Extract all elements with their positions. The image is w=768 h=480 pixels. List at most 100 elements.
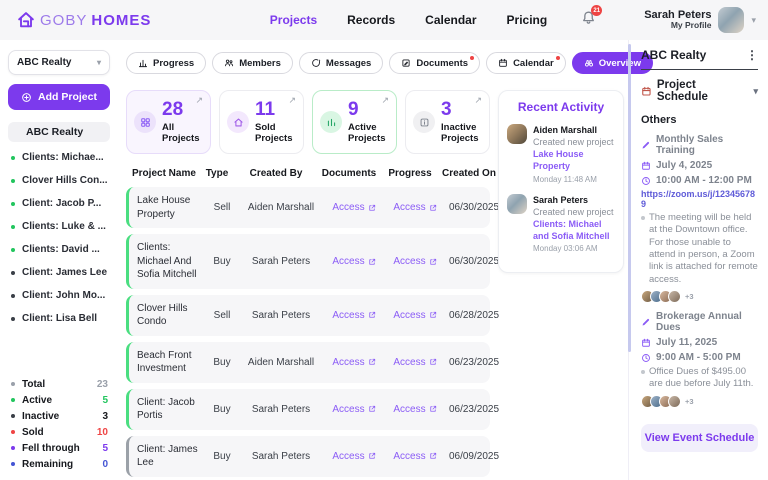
org-select-dropdown[interactable]: ABC Realty ▾ [8, 50, 110, 75]
cell-created-on: 06/30/2025 [448, 202, 500, 214]
event-description-row: Office Dues of $495.00 are due before Ju… [641, 366, 758, 391]
event-zoom-link[interactable]: https://zoom.us/j/123456789 [641, 189, 756, 209]
sidebar-item-lisa-bell[interactable]: Client: Lisa Bell [8, 307, 110, 330]
note-dot-icon [641, 216, 645, 220]
calendar-icon [642, 338, 650, 347]
recent-activity-title: Recent Activity [517, 100, 605, 114]
sidebar-group-header[interactable]: ABC Realty [8, 122, 110, 142]
documents-access-link[interactable]: Access [332, 202, 375, 213]
add-project-button[interactable]: Add Project [8, 84, 110, 110]
progress-access-link[interactable]: Access [393, 357, 436, 368]
table-row[interactable]: Beach Front Investment Buy Aiden Marshal… [126, 341, 499, 383]
activity-time: Monday 11:48 AM [533, 174, 597, 184]
tab-calendar[interactable]: Calendar [486, 52, 566, 74]
summary-label: Active [22, 394, 53, 406]
sidebar-item-james-lee[interactable]: Client: James Lee [8, 261, 110, 284]
table-row[interactable]: Clover Hills Condo Sell Sarah Peters Acc… [126, 294, 499, 336]
status-dot [11, 247, 15, 252]
pencil-icon [642, 141, 650, 149]
cell-created-on: 06/23/2025 [448, 403, 500, 415]
documents-access-link[interactable]: Access [332, 310, 375, 321]
documents-access-link[interactable]: Access [332, 404, 375, 415]
table-row[interactable]: Lake House Property Sell Aiden Marshall … [126, 187, 499, 229]
chevron-down-icon: ▾ [753, 85, 758, 96]
pencil-icon [642, 318, 650, 326]
activity-user: Sarah Peters [533, 194, 589, 205]
tab-progress[interactable]: Progress [126, 52, 207, 74]
col-created-by: Created By [249, 167, 303, 179]
sidebar-item-david[interactable]: Clients: David ... [8, 238, 110, 261]
project-schedule-toggle[interactable]: Project Schedule ▾ [641, 79, 758, 103]
user-menu[interactable]: Sarah Peters My Profile ▾ [644, 7, 756, 33]
activity-target-link[interactable]: Clients: Michael and Sofia Mitchell [533, 218, 610, 241]
stat-value: 3 [441, 99, 452, 120]
cell-created-on: 06/23/2025 [448, 356, 500, 368]
recent-activity-panel: Recent Activity Aiden Marshall Created n… [498, 90, 624, 274]
notification-badge: 21 [591, 5, 603, 16]
user-chevron-down-icon[interactable]: ▾ [751, 14, 756, 25]
user-avatar[interactable] [718, 7, 745, 33]
avatar [507, 193, 527, 214]
progress-access-link[interactable]: Access [393, 202, 436, 213]
stat-card-sold-projects[interactable]: 11 Sold Projects ↗ [219, 90, 304, 154]
sidebar-item-luke[interactable]: Clients: Luke & ... [8, 215, 110, 238]
progress-access-link[interactable]: Access [393, 404, 436, 415]
stat-card-all-projects[interactable]: 28 All Projects ↗ [126, 90, 211, 154]
legend-dot [11, 382, 15, 386]
right-sidebar: ABC Realty ⋮ Project Schedule ▾ Others M… [628, 40, 768, 480]
access-label: Access [393, 403, 426, 415]
event-members[interactable]: +3 [641, 290, 758, 304]
stat-card-active-projects[interactable]: 9 Active Projects ↗ [312, 90, 397, 154]
sidebar-item-label: Clients: Michae... [22, 152, 104, 163]
activity-target-link[interactable]: Lake House Property [533, 149, 584, 172]
cell-project-name: Client: James Lee [137, 443, 198, 469]
sidebar-item-jacob-portis[interactable]: Client: Jacob P... [8, 192, 110, 215]
event-time: 9:00 AM - 5:00 PM [656, 352, 741, 364]
more-members-count: +3 [685, 396, 694, 406]
sidebar-org-header: ABC Realty ⋮ [641, 48, 758, 70]
progress-access-link[interactable]: Access [393, 256, 436, 267]
summary-active: Active 5 [8, 392, 110, 408]
table-row[interactable]: Client: James Lee Buy Sarah Peters Acces… [126, 435, 499, 477]
documents-access-link[interactable]: Access [332, 451, 375, 462]
event-members[interactable]: +3 [641, 394, 758, 408]
legend-dot [11, 446, 15, 450]
tab-members[interactable]: Members [212, 52, 293, 74]
tab-overview[interactable]: Overview [571, 52, 653, 74]
nav-projects[interactable]: Projects [269, 13, 318, 27]
avatar [507, 124, 527, 144]
top-header: GOBY HOMES Projects Records Calendar Pric… [0, 0, 768, 40]
tab-label: Members [239, 57, 281, 69]
kebab-menu-icon[interactable]: ⋮ [746, 48, 758, 62]
view-event-schedule-button[interactable]: View Event Schedule [641, 423, 758, 452]
stat-card-inactive-projects[interactable]: 3 Inactive Projects ↗ [405, 90, 490, 154]
sidebar-item-clover-hills[interactable]: Clover Hills Con... [8, 169, 110, 192]
nav-pricing[interactable]: Pricing [506, 13, 548, 27]
legend-dot [11, 430, 15, 434]
documents-access-link[interactable]: Access [332, 357, 375, 368]
add-project-label: Add Project [38, 91, 97, 103]
tab-messages[interactable]: Messages [298, 52, 384, 74]
tab-documents[interactable]: Documents [389, 52, 481, 74]
sidebar-project-list: Clients: Michae... Clover Hills Con... C… [8, 146, 110, 330]
brand-logo[interactable]: GOBY HOMES [16, 10, 151, 30]
cell-created-on: 06/09/2025 [448, 450, 500, 462]
table-row[interactable]: Clients: Michael And Sofia Mitchell Buy … [126, 234, 499, 289]
sidebar-item-label: Client: James Lee [22, 267, 108, 278]
scrollbar-thumb[interactable] [628, 44, 631, 352]
cell-created-on: 06/30/2025 [448, 256, 500, 268]
table-row[interactable]: Client: Jacob Portis Buy Sarah Peters Ac… [126, 388, 499, 430]
documents-access-link[interactable]: Access [332, 256, 375, 267]
progress-access-link[interactable]: Access [393, 310, 436, 321]
sidebar-item-john-mo[interactable]: Client: John Mo... [8, 284, 110, 307]
tab-label: Calendar [513, 57, 554, 69]
nav-records[interactable]: Records [347, 13, 396, 27]
body-row: ABC Realty ▾ Add Project ABC Realty Clie… [0, 40, 768, 480]
nav-calendar[interactable]: Calendar [425, 13, 477, 27]
user-subtitle: My Profile [670, 20, 712, 31]
sidebar-item-clients-michael[interactable]: Clients: Michae... [8, 146, 110, 169]
progress-access-link[interactable]: Access [393, 451, 436, 462]
notifications-bell-icon[interactable]: 21 [581, 5, 603, 30]
access-label: Access [332, 202, 365, 214]
cell-created-by: Sarah Peters [251, 450, 311, 462]
